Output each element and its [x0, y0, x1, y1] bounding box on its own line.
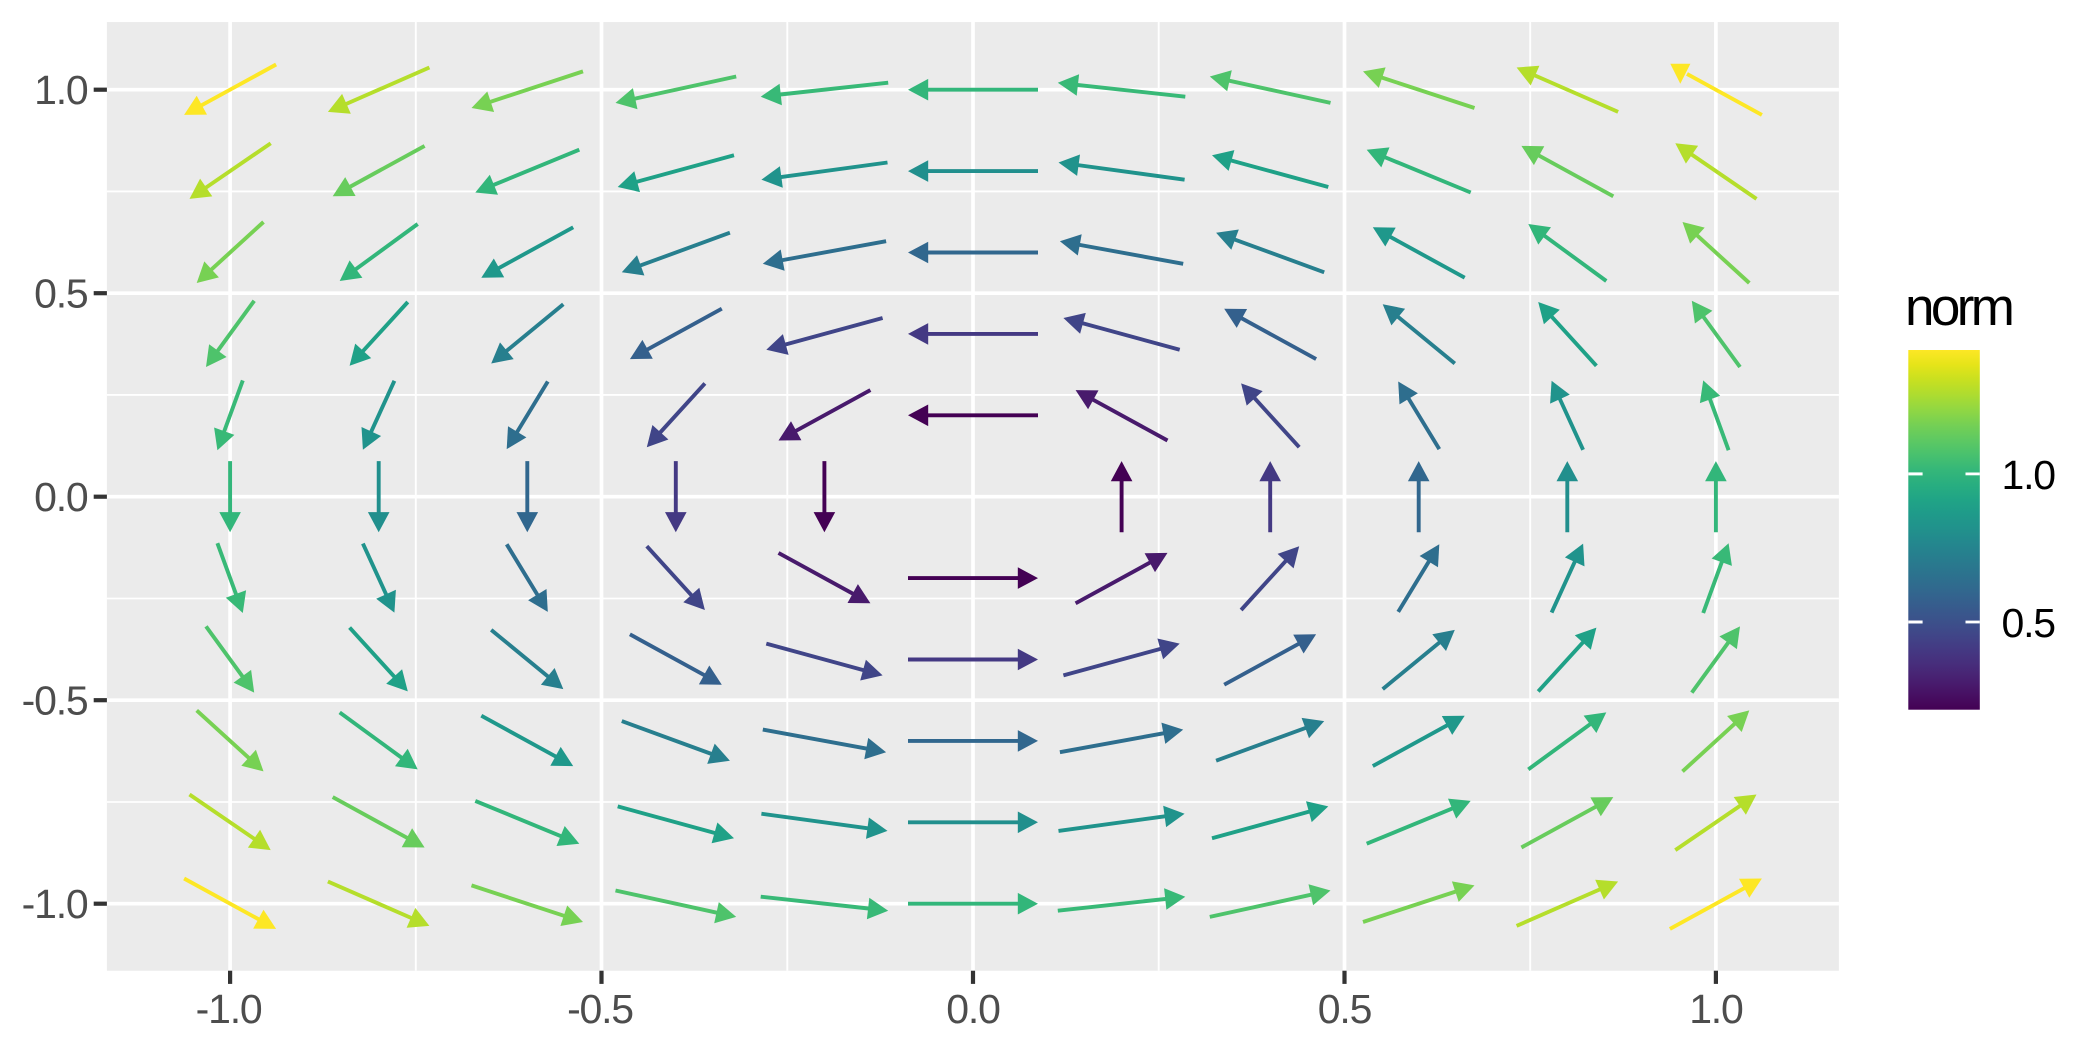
svg-text:0.5: 0.5	[34, 271, 88, 317]
svg-text:norm: norm	[1905, 278, 2012, 337]
svg-text:-0.5: -0.5	[22, 678, 88, 724]
svg-text:0.5: 0.5	[2002, 600, 2056, 646]
svg-text:0.5: 0.5	[1318, 986, 1372, 1032]
svg-text:1.0: 1.0	[34, 67, 88, 113]
svg-text:1.0: 1.0	[1689, 986, 1743, 1032]
svg-text:-0.5: -0.5	[567, 986, 633, 1032]
svg-text:-1.0: -1.0	[196, 986, 262, 1032]
svg-text:0.0: 0.0	[34, 474, 88, 520]
svg-text:1.0: 1.0	[2002, 452, 2056, 498]
svg-text:0.0: 0.0	[946, 986, 1000, 1032]
svg-text:-1.0: -1.0	[22, 881, 88, 927]
